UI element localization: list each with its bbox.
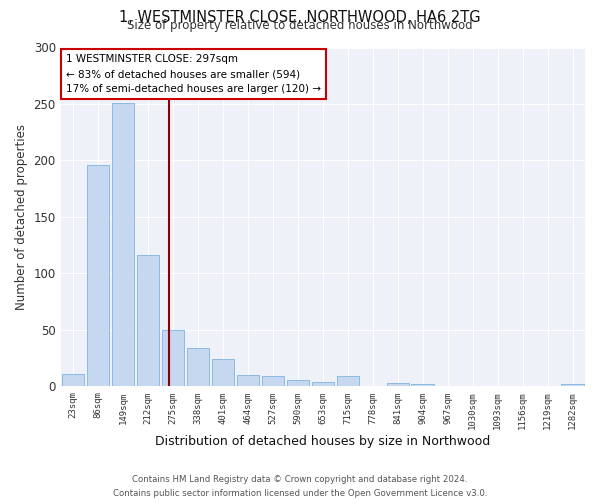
Bar <box>187 348 209 387</box>
Bar <box>137 256 159 386</box>
Bar <box>386 383 409 386</box>
Bar <box>561 384 584 386</box>
Bar <box>337 376 359 386</box>
Y-axis label: Number of detached properties: Number of detached properties <box>15 124 28 310</box>
Bar <box>262 376 284 386</box>
Bar <box>62 374 85 386</box>
Text: 1, WESTMINSTER CLOSE, NORTHWOOD, HA6 2TG: 1, WESTMINSTER CLOSE, NORTHWOOD, HA6 2TG <box>119 10 481 25</box>
Bar <box>236 375 259 386</box>
Bar <box>112 103 134 387</box>
Text: 1 WESTMINSTER CLOSE: 297sqm
← 83% of detached houses are smaller (594)
17% of se: 1 WESTMINSTER CLOSE: 297sqm ← 83% of det… <box>66 54 321 94</box>
Bar <box>87 165 109 386</box>
X-axis label: Distribution of detached houses by size in Northwood: Distribution of detached houses by size … <box>155 434 490 448</box>
Bar <box>412 384 434 386</box>
Text: Contains HM Land Registry data © Crown copyright and database right 2024.
Contai: Contains HM Land Registry data © Crown c… <box>113 476 487 498</box>
Bar <box>162 330 184 386</box>
Bar <box>311 382 334 386</box>
Bar <box>287 380 309 386</box>
Text: Size of property relative to detached houses in Northwood: Size of property relative to detached ho… <box>127 19 473 32</box>
Bar <box>212 360 234 386</box>
